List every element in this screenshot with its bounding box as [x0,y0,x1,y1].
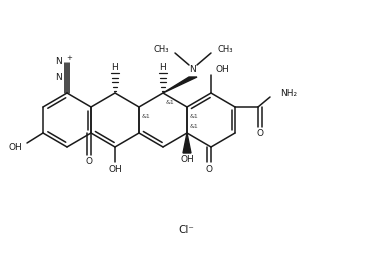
Text: H: H [112,64,118,72]
Text: CH₃: CH₃ [217,44,232,54]
Text: &1: &1 [166,100,175,104]
Polygon shape [183,133,191,153]
Text: Cl⁻: Cl⁻ [178,225,194,235]
Text: O: O [206,165,213,173]
Text: CH₃: CH₃ [154,44,169,54]
Text: H: H [160,64,166,72]
Text: &1: &1 [142,114,151,119]
Text: OH: OH [8,142,22,151]
Text: OH: OH [180,155,194,165]
Text: NH₂: NH₂ [280,88,297,98]
Text: O: O [257,130,263,138]
Text: +: + [66,55,72,61]
Text: &1: &1 [190,114,199,119]
Text: N: N [55,72,62,82]
Text: OH: OH [108,165,122,173]
Polygon shape [163,77,197,93]
Text: OH: OH [215,66,229,74]
Text: N: N [189,65,196,73]
Text: &1: &1 [190,124,199,130]
Text: N: N [55,57,62,67]
Text: O: O [85,157,93,167]
